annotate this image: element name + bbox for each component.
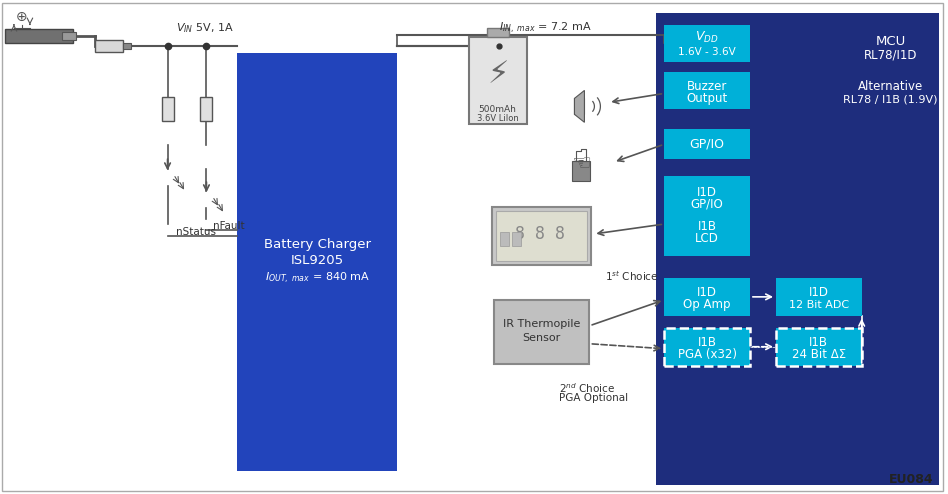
Text: I1D: I1D — [809, 287, 829, 299]
Polygon shape — [574, 90, 584, 123]
Text: Sensor: Sensor — [522, 333, 560, 343]
Text: RL78/I1D: RL78/I1D — [864, 48, 918, 61]
FancyBboxPatch shape — [775, 278, 862, 316]
Text: $I_{IN,\ max}$ = 7.2 mA: $I_{IN,\ max}$ = 7.2 mA — [499, 21, 592, 36]
Text: 8: 8 — [555, 225, 564, 243]
Text: ⊕: ⊕ — [16, 9, 27, 24]
Text: Output: Output — [686, 92, 728, 105]
FancyBboxPatch shape — [494, 300, 590, 364]
Text: ISL9205: ISL9205 — [291, 254, 344, 267]
FancyBboxPatch shape — [200, 97, 212, 122]
FancyBboxPatch shape — [665, 176, 750, 256]
Text: LCD: LCD — [695, 232, 719, 245]
FancyBboxPatch shape — [95, 40, 122, 51]
FancyBboxPatch shape — [237, 52, 397, 471]
FancyBboxPatch shape — [468, 37, 526, 124]
Text: EU084: EU084 — [889, 473, 934, 486]
Text: I1D: I1D — [697, 186, 717, 199]
Text: 3.6V LiIon: 3.6V LiIon — [477, 114, 519, 123]
Text: nFault: nFault — [213, 221, 245, 231]
Text: $I_{OUT,\ max}$ = 840 mA: $I_{OUT,\ max}$ = 840 mA — [264, 271, 370, 287]
Text: GP/IO: GP/IO — [691, 198, 723, 210]
Text: Op Amp: Op Amp — [684, 298, 731, 311]
Text: 500mAh: 500mAh — [479, 105, 517, 114]
FancyBboxPatch shape — [512, 232, 520, 246]
Text: PGA (x32): PGA (x32) — [678, 348, 737, 361]
Text: MCU: MCU — [876, 35, 905, 48]
Text: 8: 8 — [535, 225, 544, 243]
FancyBboxPatch shape — [665, 278, 750, 316]
Text: ☜: ☜ — [572, 154, 592, 174]
Text: Buzzer: Buzzer — [687, 80, 727, 93]
Text: I1B: I1B — [698, 336, 717, 349]
FancyBboxPatch shape — [486, 28, 509, 37]
Text: RL78 / I1B (1.9V): RL78 / I1B (1.9V) — [844, 94, 938, 104]
FancyBboxPatch shape — [665, 129, 750, 159]
FancyBboxPatch shape — [656, 13, 939, 486]
Text: I1D: I1D — [697, 287, 717, 299]
FancyBboxPatch shape — [122, 42, 131, 48]
FancyBboxPatch shape — [665, 328, 750, 366]
FancyBboxPatch shape — [496, 211, 588, 261]
Text: 24 Bit ΔΣ: 24 Bit ΔΣ — [792, 348, 846, 361]
Text: 2$^{nd}$ Choice: 2$^{nd}$ Choice — [558, 381, 614, 395]
Text: I1B: I1B — [698, 219, 717, 233]
Text: $V_{DD}$: $V_{DD}$ — [695, 30, 719, 45]
Text: I1B: I1B — [810, 336, 829, 349]
Text: 12 Bit ADC: 12 Bit ADC — [789, 300, 848, 310]
Text: PGA Optional: PGA Optional — [558, 393, 628, 403]
FancyBboxPatch shape — [574, 98, 584, 114]
Text: Battery Charger: Battery Charger — [264, 238, 371, 250]
Text: Alternative: Alternative — [858, 80, 923, 93]
Text: 8: 8 — [515, 225, 524, 243]
Text: ⚡: ⚡ — [487, 60, 508, 89]
FancyBboxPatch shape — [492, 207, 592, 265]
FancyBboxPatch shape — [161, 97, 173, 122]
Text: IR Thermopile: IR Thermopile — [502, 319, 580, 329]
FancyBboxPatch shape — [62, 32, 76, 40]
Text: 1$^{st}$ Choice: 1$^{st}$ Choice — [606, 269, 659, 283]
FancyBboxPatch shape — [5, 29, 73, 42]
FancyBboxPatch shape — [500, 232, 509, 246]
FancyBboxPatch shape — [665, 25, 750, 63]
FancyBboxPatch shape — [775, 328, 862, 366]
Text: 1.6V - 3.6V: 1.6V - 3.6V — [678, 46, 736, 56]
FancyBboxPatch shape — [665, 73, 750, 109]
FancyBboxPatch shape — [573, 161, 591, 181]
Text: $V_{IN}$ 5V, 1A: $V_{IN}$ 5V, 1A — [175, 22, 233, 36]
Text: GP/IO: GP/IO — [689, 138, 724, 151]
Text: nStatus: nStatus — [175, 227, 215, 237]
